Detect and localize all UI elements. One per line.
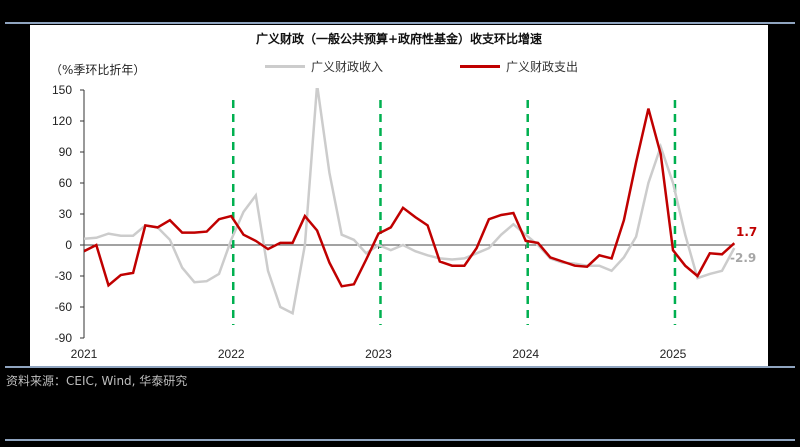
legend-swatch-expenditure	[460, 65, 500, 68]
revenue-last-value: -2.9	[730, 251, 757, 265]
top-rule	[5, 22, 795, 24]
x-tick-label: 2025	[660, 347, 687, 361]
x-tick-label: 2024	[512, 347, 539, 361]
expenditure-last-value: 1.7	[736, 225, 758, 239]
x-tick-label: 2023	[365, 347, 392, 361]
revenue-line	[84, 88, 736, 316]
bottom-rule	[5, 439, 795, 441]
y-tick-label: 150	[52, 83, 72, 97]
middle-rule	[5, 366, 795, 368]
y-tick-label: -60	[55, 300, 73, 314]
x-tick-label: 2022	[218, 347, 245, 361]
y-tick-label: 120	[52, 114, 72, 128]
y-tick-label: 60	[59, 176, 73, 190]
legend-label-revenue: 广义财政收入	[311, 60, 384, 74]
y-tick-label: -30	[55, 269, 73, 283]
chart-title: 广义财政（一般公共预算+政府性基金）收支环比增速	[255, 32, 543, 46]
source-note: 资料来源：CEIC, Wind, 华泰研究	[6, 374, 188, 388]
line-chart: -90 -60 -30 0 30 60 90 120 150 2021 2022 2023 2024 20…	[52, 83, 736, 361]
y-tick-label: 90	[59, 145, 73, 159]
x-tick-label: 2021	[71, 347, 98, 361]
legend-label-expenditure: 广义财政支出	[506, 60, 579, 74]
chart-panel: 广义财政（一般公共预算+政府性基金）收支环比增速 （%季环比折年） 广义财政收入…	[30, 25, 768, 366]
legend-item-expenditure: 广义财政支出	[460, 58, 578, 75]
y-tick-label: -90	[55, 331, 73, 345]
y-tick-label: 0	[65, 238, 72, 252]
legend-swatch-revenue	[265, 65, 305, 68]
y-tick-label: 30	[59, 207, 73, 221]
legend-item-revenue: 广义财政收入	[265, 58, 383, 75]
unit-label: （%季环比折年）	[50, 63, 146, 77]
expenditure-line	[84, 108, 736, 288]
